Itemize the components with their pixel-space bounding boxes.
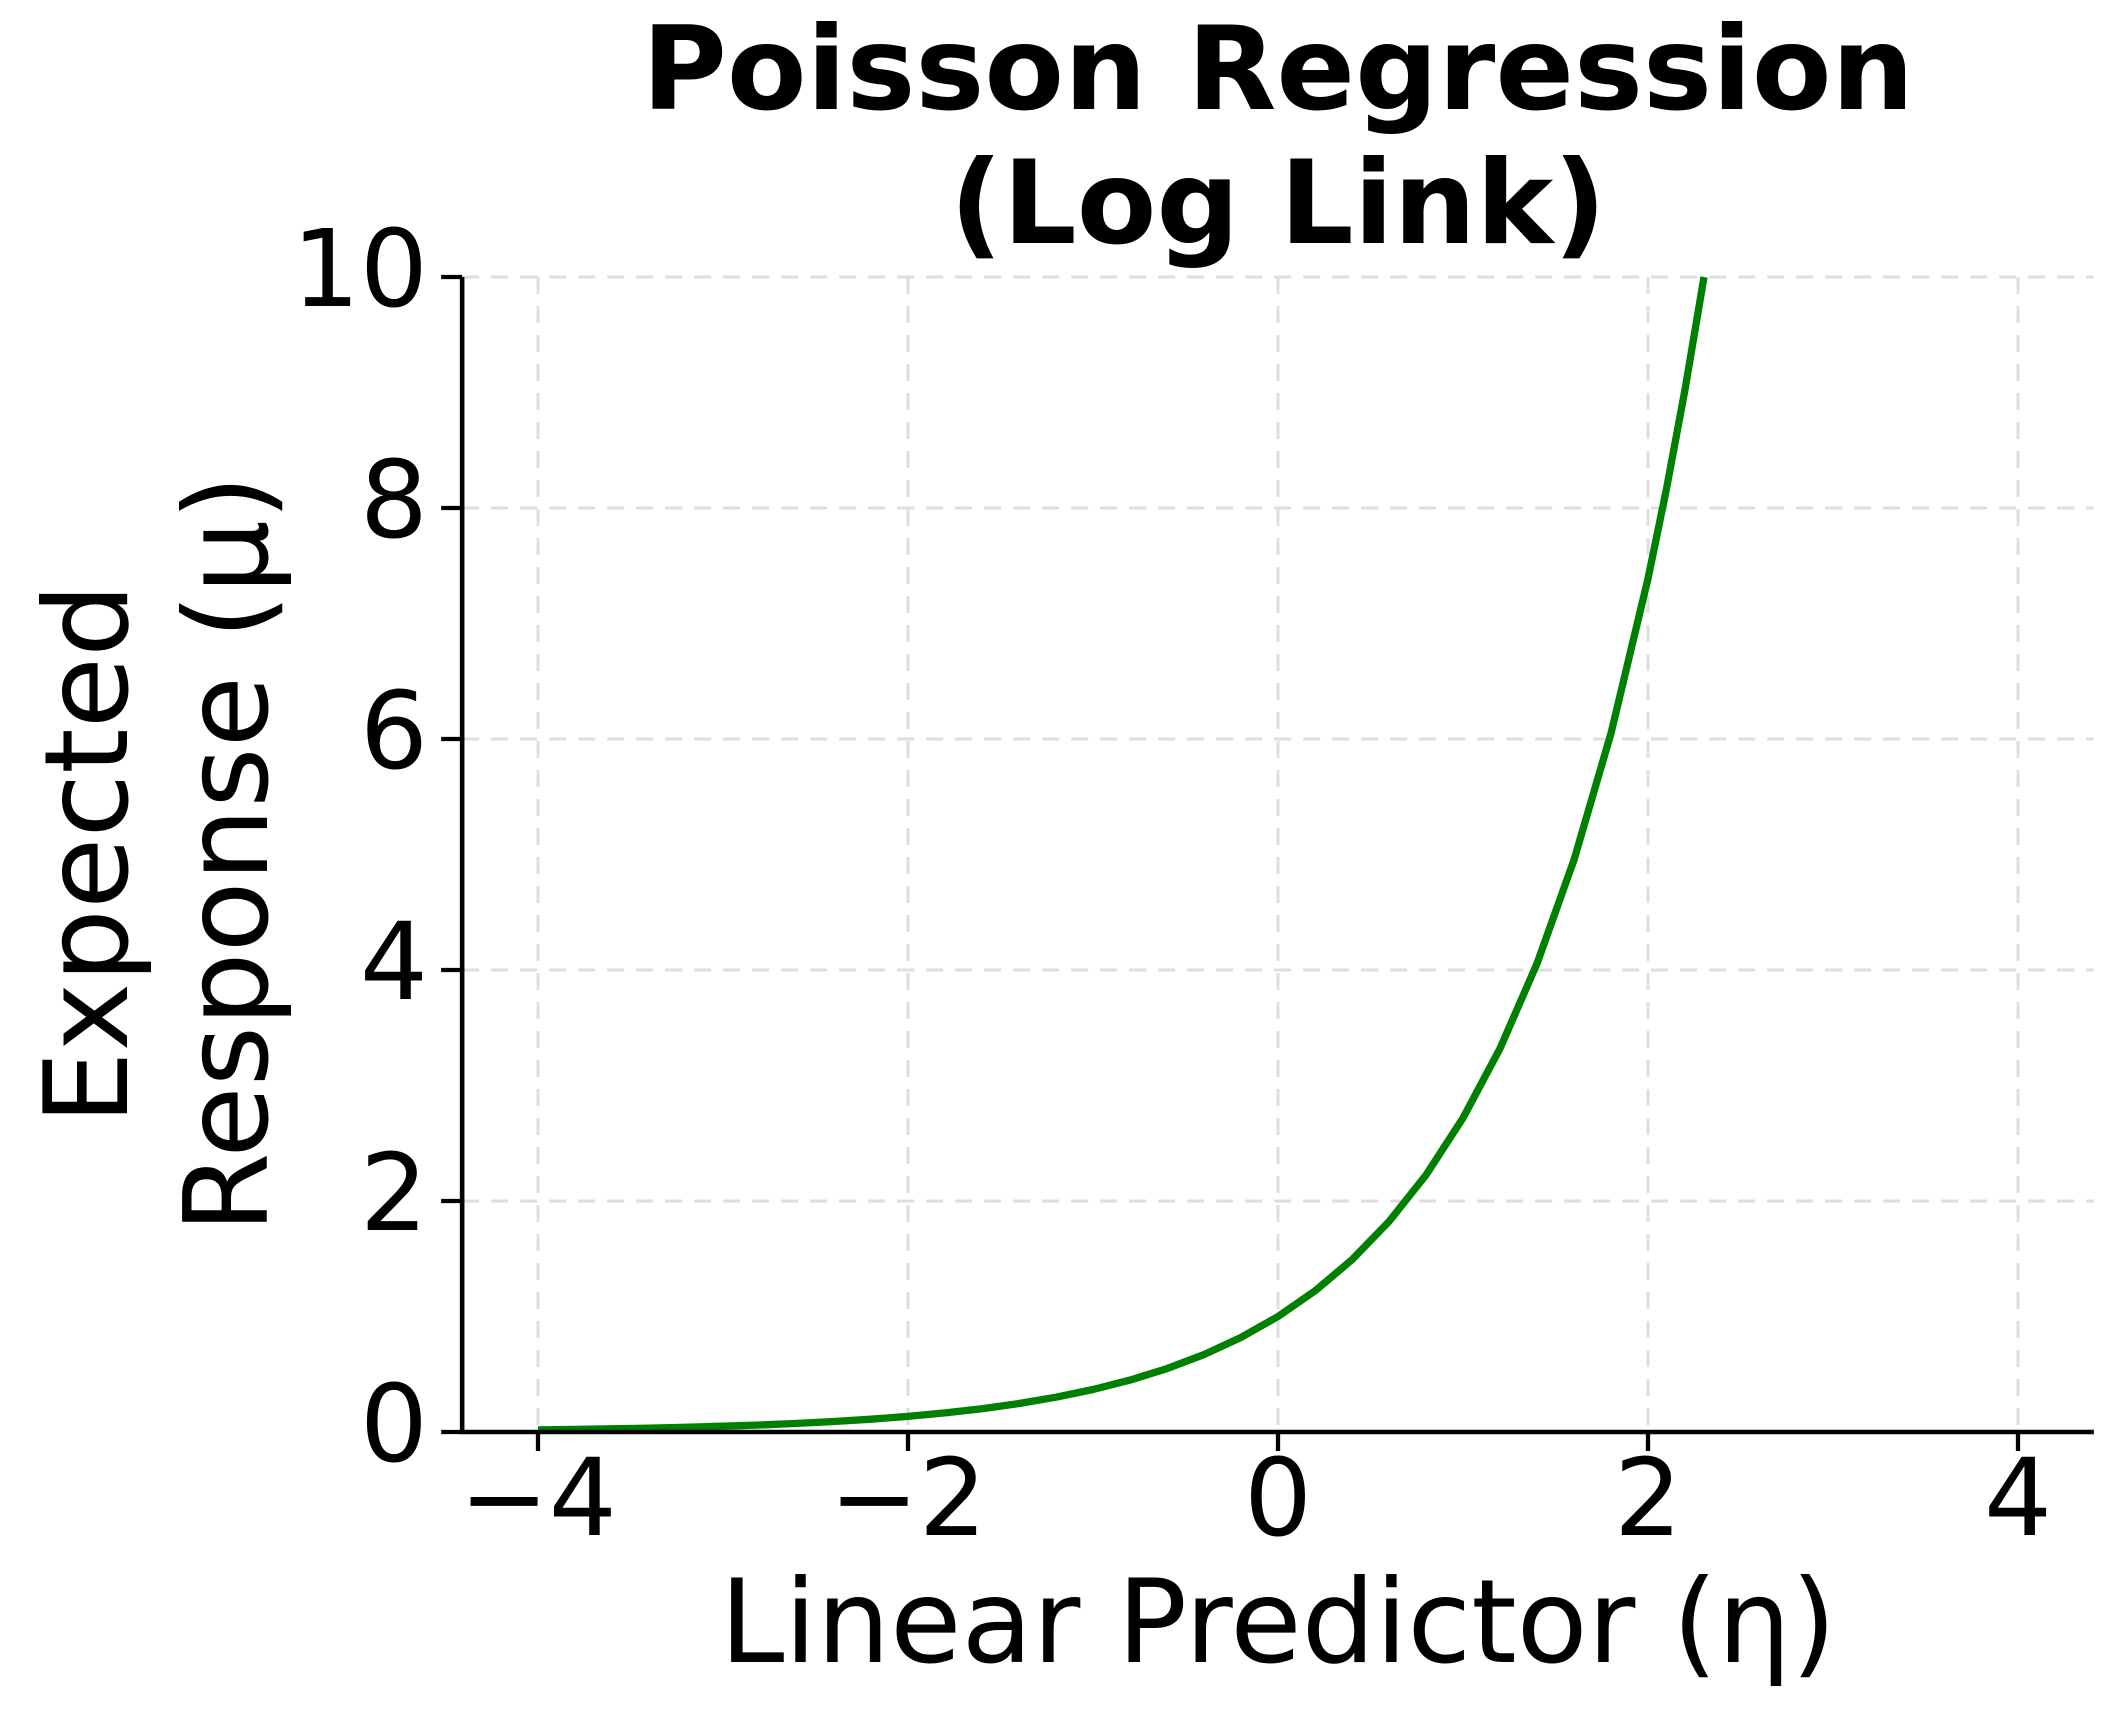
y-tick-label: 8 [359, 439, 428, 563]
y-tick-label: 10 [291, 208, 428, 332]
y-tick-label: 0 [359, 1363, 428, 1487]
y-tick-label: 2 [359, 1132, 428, 1256]
gridlines [462, 275, 2094, 1432]
tick-marks [441, 274, 2021, 1451]
x-tick-label: −2 [829, 1437, 987, 1561]
y-tick-label: 6 [359, 670, 428, 794]
y-tick-label: 4 [359, 901, 428, 1025]
chart-title: Poisson Regression (Log Link) [641, 2, 1915, 271]
axes-spines [459, 277, 2094, 1435]
x-tick-label: 0 [1243, 1437, 1313, 1561]
x-tick-label: −4 [459, 1437, 617, 1561]
y-axis-label: Expected Response (μ) [20, 474, 295, 1234]
x-axis-label: Linear Predictor (η) [719, 1555, 1837, 1690]
x-tick-label: 4 [1983, 1437, 2053, 1561]
x-tick-label: 2 [1613, 1437, 1683, 1561]
regression-curve [537, 276, 1708, 1434]
